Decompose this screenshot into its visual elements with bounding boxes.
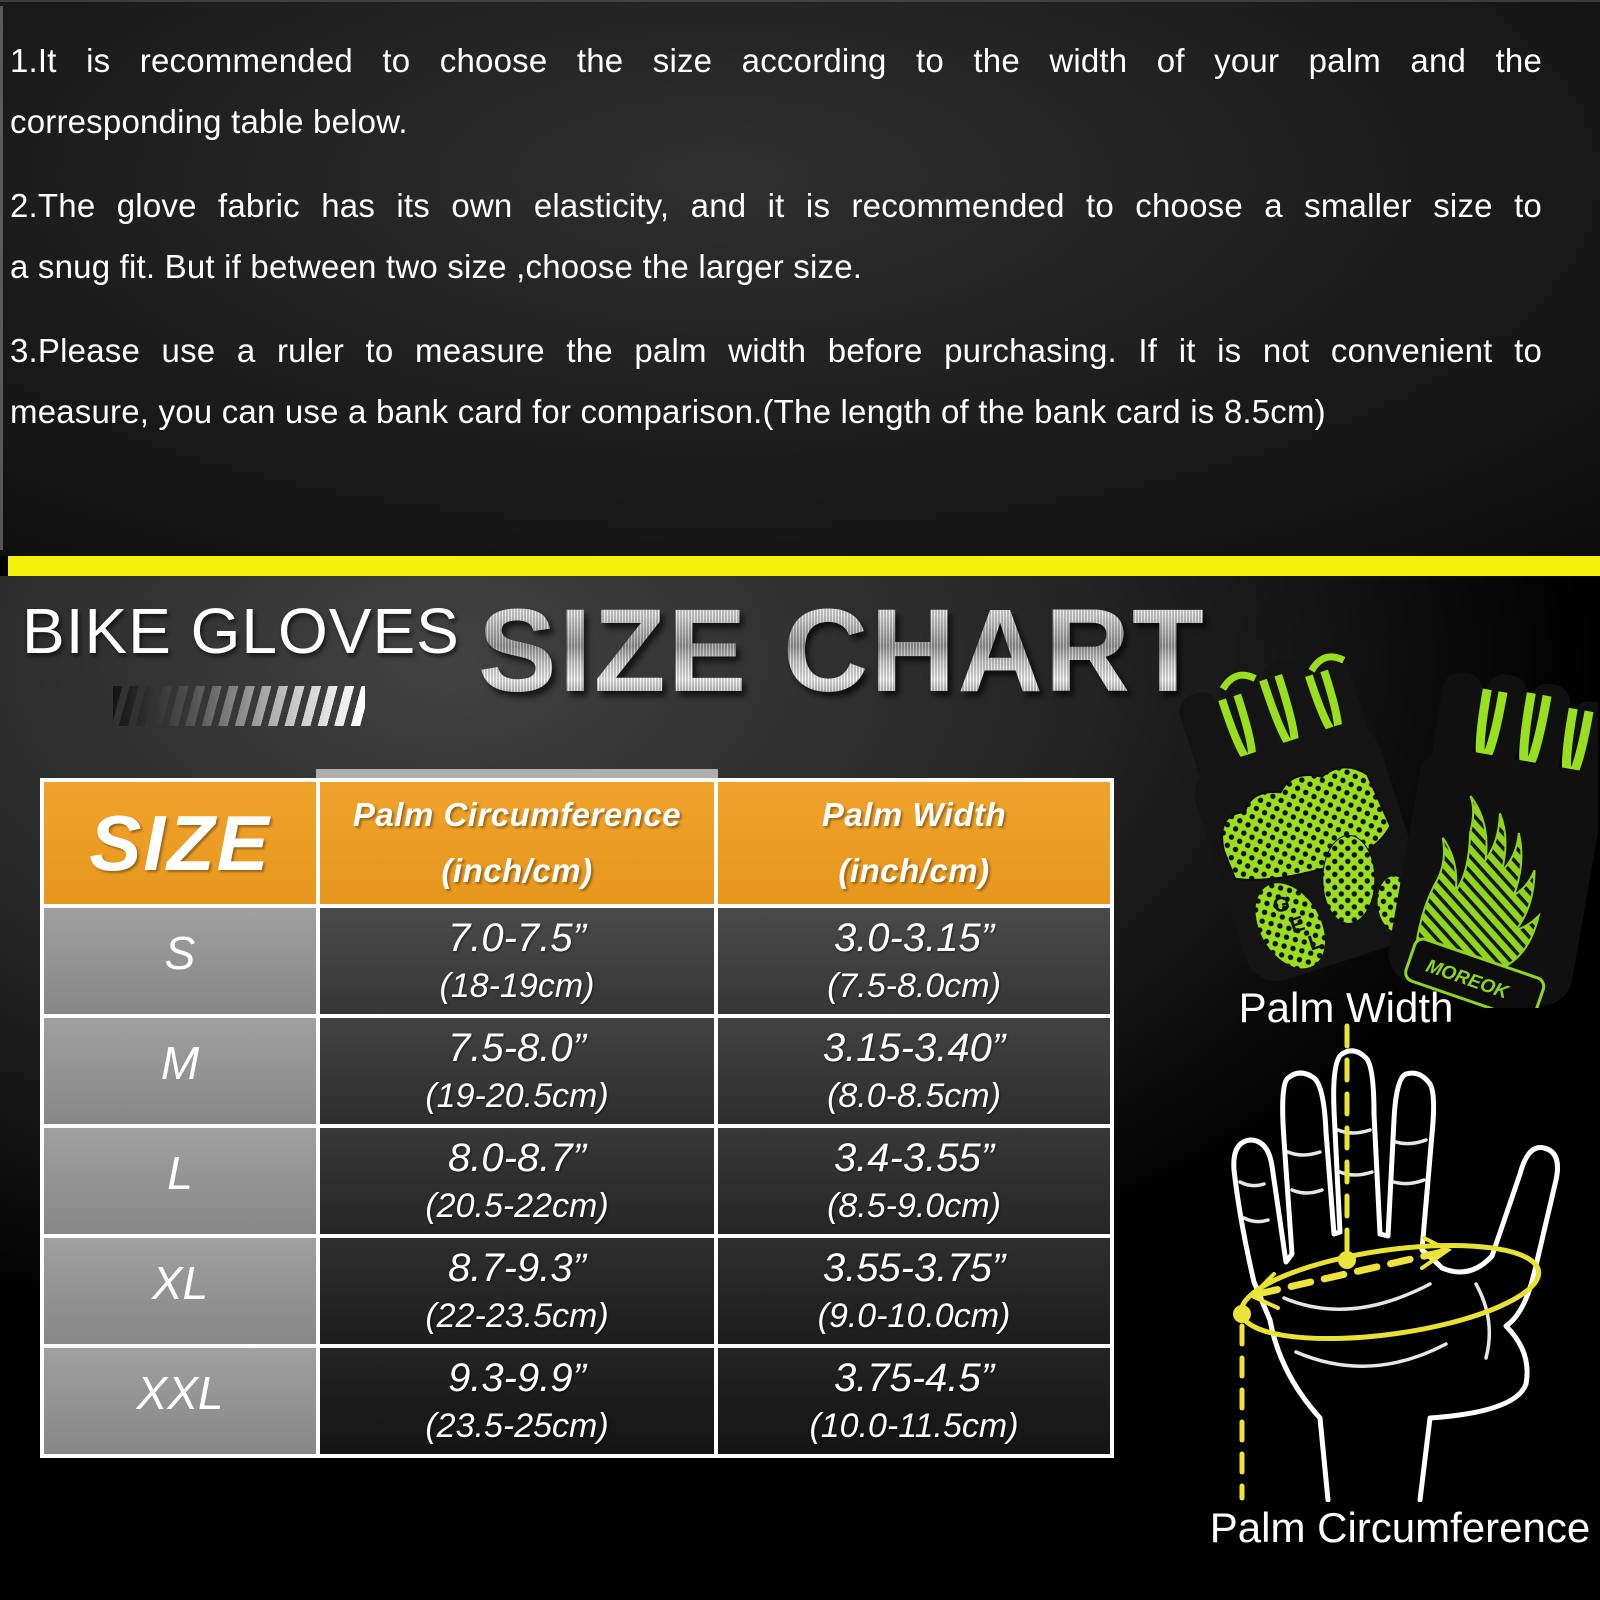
row-s-width: 3.0-3.15” (7.5-8.0cm): [718, 908, 1110, 1014]
header-palm-width: Palm Width (inch/cm): [718, 782, 1110, 904]
row-m-width: 3.15-3.40” (8.0-8.5cm): [718, 1018, 1110, 1124]
glove-back: MOREOK: [1388, 672, 1598, 1008]
row-m-circumference: 7.5-8.0” (19-20.5cm): [320, 1018, 714, 1124]
instruction-3-line-1: 3.Please use a ruler to measure the palm…: [10, 332, 1542, 369]
speed-stripes-graphic: [113, 686, 365, 726]
product-label: BIKE GLOVES: [22, 595, 460, 667]
table-top-strip: [316, 769, 718, 779]
yellow-divider: [8, 556, 1600, 576]
instruction-2-line-2: a snug fit. But if between two size ,cho…: [10, 248, 863, 285]
row-s-circumference: 7.0-7.5” (18-19cm): [320, 908, 714, 1014]
header-size: SIZE: [44, 782, 316, 904]
row-s-size: S: [44, 908, 316, 1014]
row-l-size: L: [44, 1128, 316, 1234]
instruction-2-line-1: 2.The glove fabric has its own elasticit…: [10, 187, 1542, 224]
instruction-3: 3.Please use a ruler to measure the palm…: [10, 320, 1542, 442]
instructions-text: 1.It is recommended to choose the size a…: [10, 30, 1542, 465]
row-xl-size: XL: [44, 1238, 316, 1344]
row-l-circumference: 8.0-8.7” (20.5-22cm): [320, 1128, 714, 1234]
instruction-1-line-2: corresponding table below.: [10, 103, 408, 140]
instruction-1-line-1: 1.It is recommended to choose the size a…: [10, 42, 1542, 79]
row-xxl-circumference: 9.3-9.9” (23.5-25cm): [320, 1348, 714, 1454]
size-table: SIZE Palm Circumference (inch/cm) Palm W…: [40, 778, 1114, 1458]
measurement-annotations: [1233, 1023, 1542, 1501]
hand-outline: [1231, 1048, 1560, 1502]
palm-width-label: Palm Width: [1238, 984, 1454, 1031]
row-l-width: 3.4-3.55” (8.5-9.0cm): [718, 1128, 1110, 1234]
row-m-size: M: [44, 1018, 316, 1124]
instructions-section: 1.It is recommended to choose the size a…: [0, 0, 1600, 556]
instruction-2: 2.The glove fabric has its own elasticit…: [10, 175, 1542, 297]
header-size-label: SIZE: [89, 798, 271, 887]
row-xl-width: 3.55-3.75” (9.0-10.0cm): [718, 1238, 1110, 1344]
instruction-1: 1.It is recommended to choose the size a…: [10, 30, 1542, 152]
palm-width-cross-line: [1254, 1248, 1446, 1298]
row-xl-circumference: 8.7-9.3” (22-23.5cm): [320, 1238, 714, 1344]
top-edge-line: [0, 0, 1600, 2]
palm-circumference-dot: [1233, 1305, 1251, 1323]
instruction-3-line-2: measure, you can use a bank card for com…: [10, 393, 1326, 430]
flame-graphic: [1412, 795, 1541, 988]
palm-circumference-label: Palm Circumference: [1209, 1504, 1591, 1551]
row-xxl-width: 3.75-4.5” (10.0-11.5cm): [718, 1348, 1110, 1454]
header-palm-circumference: Palm Circumference (inch/cm): [320, 782, 714, 904]
left-edge-line: [0, 6, 3, 550]
row-xxl-size: XXL: [44, 1348, 316, 1454]
hand-diagram: [1231, 1023, 1560, 1502]
page-title: SIZE CHART: [478, 585, 1206, 717]
gloves-image: GEL MOREOK: [1179, 653, 1598, 1008]
